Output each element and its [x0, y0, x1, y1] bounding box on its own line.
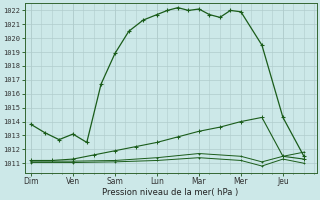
X-axis label: Pression niveau de la mer( hPa ): Pression niveau de la mer( hPa )	[102, 188, 239, 197]
